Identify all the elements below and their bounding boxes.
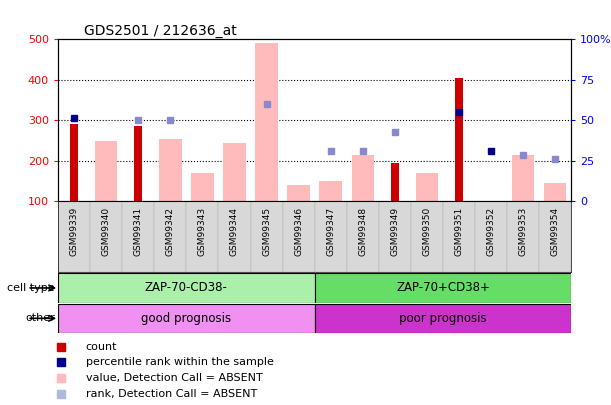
Text: GSM99354: GSM99354 [551,207,560,256]
Bar [95,141,117,201]
Text: ZAP-70+CD38+: ZAP-70+CD38+ [396,281,490,294]
Bar [58,273,315,303]
Bar [186,201,219,272]
Bar [544,183,566,201]
Text: GSM99351: GSM99351 [455,207,464,256]
Bar [219,201,251,272]
Bar [379,201,411,272]
Bar [315,304,571,333]
Bar [251,201,283,272]
Bar [58,304,315,333]
Text: GSM99341: GSM99341 [134,207,143,256]
Text: ZAP-70-CD38-: ZAP-70-CD38- [145,281,228,294]
Bar [512,155,535,201]
Bar [58,201,90,272]
Bar [134,126,142,201]
Bar [351,155,374,201]
Bar [159,139,181,201]
Bar [411,201,443,272]
Bar [455,78,463,201]
Text: GSM99340: GSM99340 [101,207,111,256]
Bar [540,201,571,272]
Text: percentile rank within the sample: percentile rank within the sample [86,358,273,367]
Bar [391,163,399,201]
Text: GSM99339: GSM99339 [70,207,79,256]
Text: good prognosis: good prognosis [141,312,232,325]
Bar [191,173,214,201]
Bar [122,201,155,272]
Text: GSM99344: GSM99344 [230,207,239,256]
Text: GSM99345: GSM99345 [262,207,271,256]
Bar [443,201,475,272]
Bar [507,201,540,272]
Bar [415,173,438,201]
Bar [347,201,379,272]
Bar [287,185,310,201]
Text: GSM99349: GSM99349 [390,207,400,256]
Text: GDS2501 / 212636_at: GDS2501 / 212636_at [84,24,236,38]
Bar [255,43,278,201]
Bar [223,143,246,201]
Bar [475,201,507,272]
Text: GSM99346: GSM99346 [294,207,303,256]
Text: GSM99348: GSM99348 [358,207,367,256]
Bar [70,124,78,201]
Text: count: count [86,342,117,352]
Text: GSM99347: GSM99347 [326,207,335,256]
Bar [283,201,315,272]
Bar [155,201,186,272]
Bar [315,201,347,272]
Text: cell type: cell type [7,283,55,293]
Text: value, Detection Call = ABSENT: value, Detection Call = ABSENT [86,373,262,383]
Bar [320,181,342,201]
Bar [90,201,122,272]
Text: GSM99353: GSM99353 [519,207,528,256]
Text: rank, Detection Call = ABSENT: rank, Detection Call = ABSENT [86,389,257,399]
Text: GSM99352: GSM99352 [486,207,496,256]
Bar [315,273,571,303]
Text: GSM99350: GSM99350 [422,207,431,256]
Text: poor prognosis: poor prognosis [399,312,487,325]
Text: other: other [25,313,55,323]
Text: GSM99343: GSM99343 [198,207,207,256]
Text: GSM99342: GSM99342 [166,207,175,256]
